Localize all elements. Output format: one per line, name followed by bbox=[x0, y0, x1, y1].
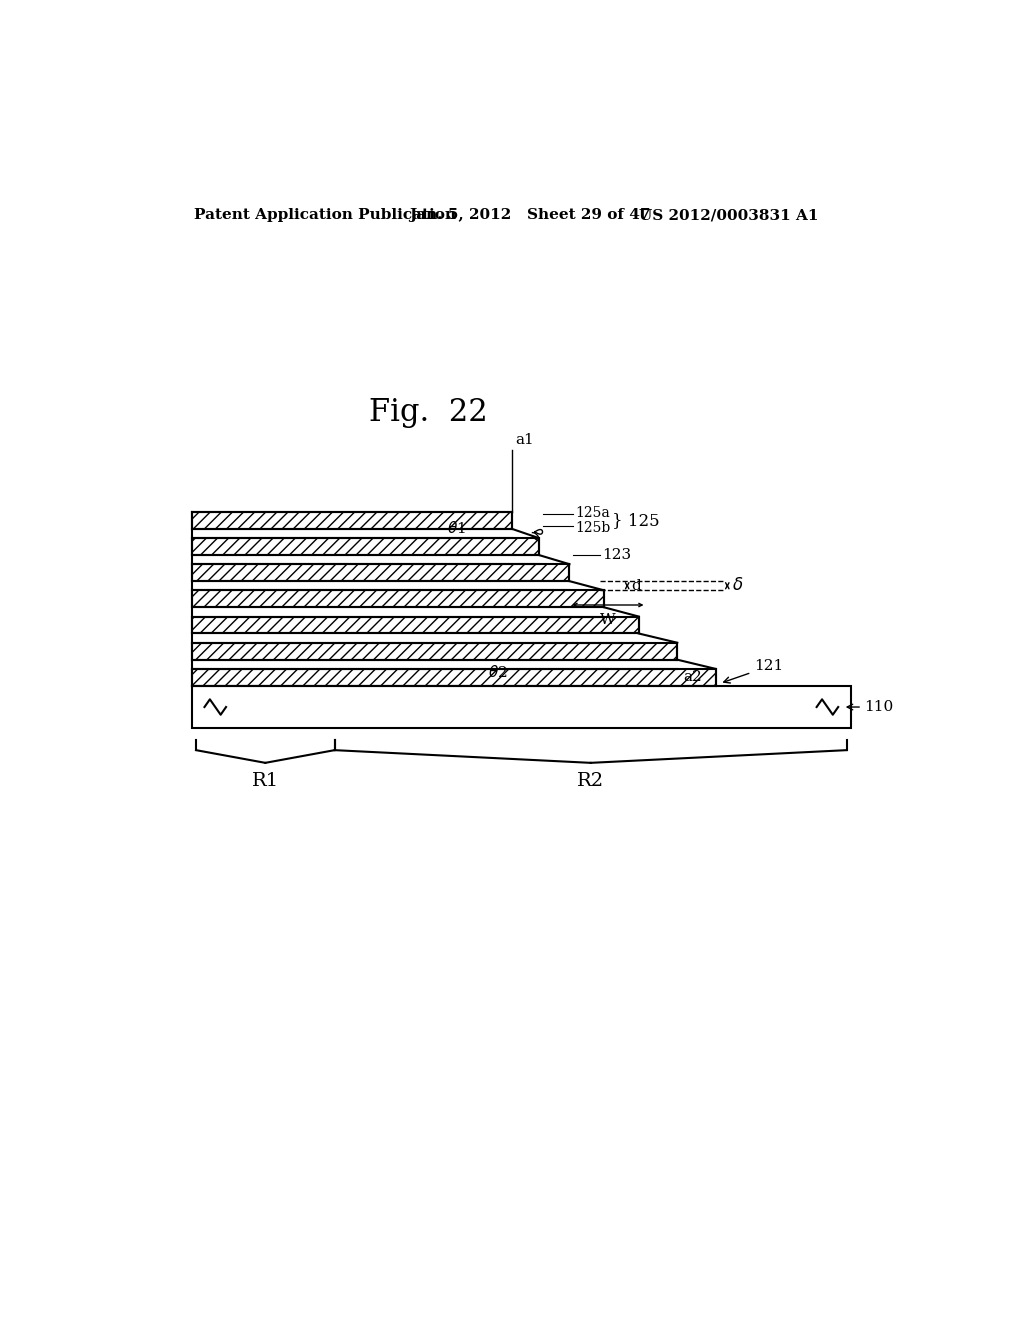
Text: 125a: 125a bbox=[574, 506, 609, 520]
Text: Patent Application Publication: Patent Application Publication bbox=[195, 209, 457, 223]
Text: R1: R1 bbox=[252, 772, 279, 791]
Text: 121: 121 bbox=[724, 660, 783, 682]
Bar bbox=[193, 512, 512, 529]
Text: $\theta$1: $\theta$1 bbox=[446, 520, 466, 536]
Bar bbox=[193, 686, 851, 729]
Text: 125b: 125b bbox=[574, 521, 610, 535]
Text: a2: a2 bbox=[683, 671, 702, 684]
Text: $\theta$2: $\theta$2 bbox=[488, 664, 508, 680]
Bar bbox=[193, 590, 604, 607]
Text: Fig.  22: Fig. 22 bbox=[370, 397, 488, 428]
Text: d: d bbox=[631, 578, 641, 593]
Text: Jan. 5, 2012   Sheet 29 of 47: Jan. 5, 2012 Sheet 29 of 47 bbox=[410, 209, 651, 223]
Bar bbox=[193, 643, 677, 660]
Text: 110: 110 bbox=[864, 700, 894, 714]
Text: } 125: } 125 bbox=[611, 512, 659, 529]
Text: R2: R2 bbox=[578, 772, 604, 791]
Bar bbox=[193, 616, 639, 634]
Bar bbox=[193, 539, 539, 554]
Bar bbox=[193, 564, 569, 581]
Text: $\delta$: $\delta$ bbox=[732, 577, 743, 594]
Bar bbox=[193, 669, 716, 686]
Text: 123: 123 bbox=[602, 548, 631, 562]
Text: US 2012/0003831 A1: US 2012/0003831 A1 bbox=[639, 209, 818, 223]
Text: a1: a1 bbox=[515, 433, 534, 447]
Text: W: W bbox=[600, 612, 615, 627]
